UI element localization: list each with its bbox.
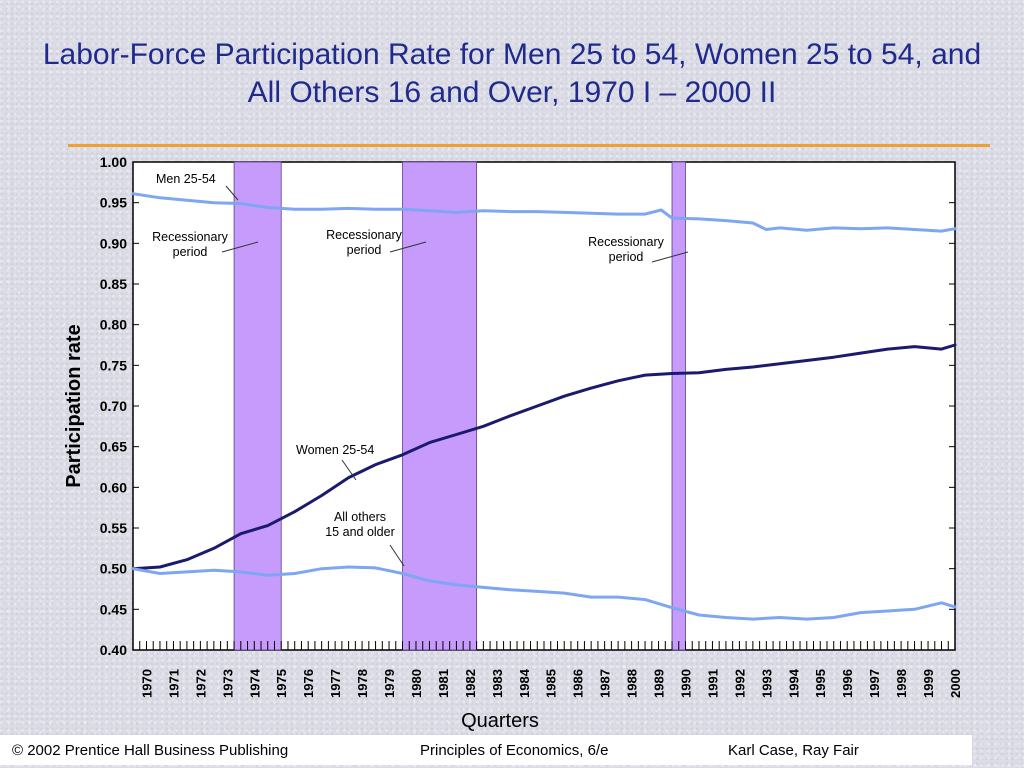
x-tick-label: 1974 [247, 668, 262, 698]
x-tick-label: 1997 [867, 669, 882, 698]
footer-bar: © 2002 Prentice Hall Business Publishing… [0, 735, 972, 765]
x-tick-label: 2000 [948, 669, 963, 698]
y-tick-label: 0.90 [100, 235, 127, 251]
y-tick-label: 0.70 [100, 398, 127, 414]
x-axis-label: Quarters [461, 710, 539, 732]
x-tick-label: 1994 [786, 668, 801, 698]
footer-copyright: © 2002 Prentice Hall Business Publishing [12, 741, 289, 759]
y-tick-label: 0.60 [100, 479, 127, 495]
annotation-women: Women 25-54 [296, 443, 374, 457]
x-tick-label: 1972 [193, 669, 208, 698]
annotation-recession-2-leader [389, 241, 427, 253]
recession-band-3 [671, 161, 686, 651]
x-tick-label: 1993 [759, 669, 774, 698]
series-all-others-line [131, 565, 957, 621]
x-tick-label: 1987 [598, 669, 613, 698]
x-tick-label: 1990 [678, 669, 693, 698]
y-tick-label: 1.00 [100, 154, 127, 170]
annotation-recession-1-leader [221, 241, 259, 253]
x-tick-label: 1983 [490, 669, 505, 698]
x-tick-label: 1989 [652, 669, 667, 698]
annotation-recession-3-leader [651, 251, 689, 263]
x-tick-label: 1991 [705, 669, 720, 698]
x-tick-label: 1980 [409, 669, 424, 698]
participation-chart: 0.40 0.45 0.50 0.55 0.60 0.65 0.70 0.75 0.80 0.85… [63, 154, 963, 732]
annotation-all-others-leader [389, 544, 405, 567]
x-tick-label: 1992 [732, 669, 747, 698]
series-men-line [131, 192, 957, 233]
y-tick-label: 0.65 [100, 439, 127, 455]
y-tick-label: 0.75 [100, 357, 127, 373]
y-tick-label: 0.40 [100, 642, 127, 658]
x-tick-label: 1977 [328, 669, 343, 698]
annotation-recession-2: Recessionary period [326, 228, 402, 257]
footer-authors: Karl Case, Ray Fair [728, 741, 859, 759]
y-tick-label: 0.80 [100, 317, 127, 333]
x-tick-label: 1988 [625, 669, 640, 698]
x-tick-label: 1976 [301, 669, 316, 698]
x-tick-label: 1975 [274, 669, 289, 698]
x-tick-label: 1979 [382, 669, 397, 698]
recession-band-1 [233, 161, 282, 651]
x-tick-label: 1984 [517, 668, 532, 698]
title-divider [68, 144, 990, 147]
x-tick-label: 1985 [544, 669, 559, 698]
y-tick-label: 0.50 [100, 561, 127, 577]
x-tick-label: 1999 [921, 669, 936, 698]
annotation-all-others: All others 15 and older [325, 510, 395, 539]
x-tick-label: 1995 [813, 669, 828, 698]
y-tick-label: 0.85 [100, 276, 127, 292]
slide-title: Labor-Force Participation Rate for Men 2… [42, 38, 982, 109]
series-women-line [131, 343, 957, 571]
x-tick-label: 1998 [894, 669, 909, 698]
annotation-men-leader [225, 185, 239, 201]
x-tick-label: 1978 [355, 669, 370, 698]
recession-band-2 [402, 161, 478, 651]
x-tick-label: 1982 [463, 669, 478, 698]
x-tick-label: 1970 [139, 669, 154, 698]
x-tick-label: 1986 [571, 669, 586, 698]
x-tick-label: 1996 [840, 669, 855, 698]
annotation-recession-3: Recessionary period [588, 235, 664, 264]
y-tick-label: 0.55 [100, 520, 127, 536]
annotation-women-leader [341, 459, 357, 481]
x-tick-label: 1971 [166, 669, 181, 698]
footer-book: Principles of Economics, 6/e [420, 741, 609, 759]
x-tick-label: 1973 [220, 669, 235, 698]
y-axis-label: Participation rate [63, 324, 85, 487]
x-tick-label: 1981 [436, 669, 451, 698]
annotation-recession-1: Recessionary period [152, 230, 228, 259]
annotation-men: Men 25-54 [156, 172, 216, 186]
y-tick-label: 0.45 [100, 601, 127, 617]
y-tick-label: 0.95 [100, 195, 127, 211]
